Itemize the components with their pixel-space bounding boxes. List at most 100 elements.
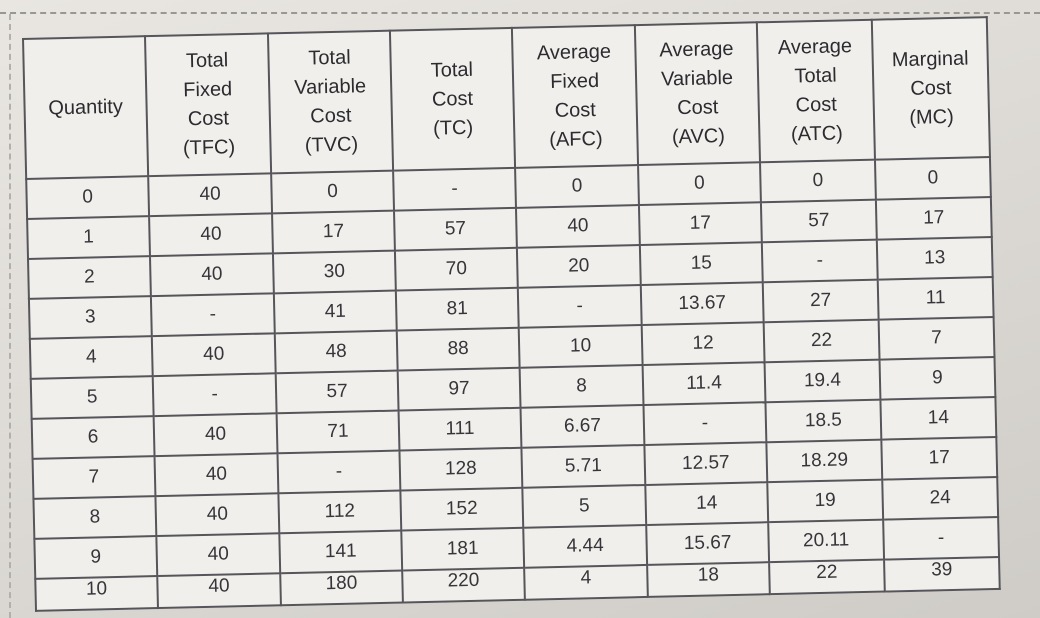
cell-afc: 40 <box>515 205 640 248</box>
cell-avc: 12.57 <box>644 442 768 485</box>
cell-tvc: - <box>277 450 401 494</box>
dashed-cut-line-top <box>0 12 1040 14</box>
cell-mc: - <box>883 516 1000 560</box>
cell-mc: 17 <box>881 436 998 480</box>
cell-tc: 181 <box>401 527 525 571</box>
cell-quantity: 3 <box>28 296 152 339</box>
cell-atc: 19 <box>767 479 884 523</box>
cell-tvc: 112 <box>278 490 402 534</box>
cell-tvc: 48 <box>274 330 398 374</box>
cell-quantity: 9 <box>34 536 158 579</box>
cell-tfc: 40 <box>151 333 276 377</box>
cell-afc: 10 <box>518 325 643 368</box>
cell-tvc: 0 <box>271 170 395 214</box>
cell-tc: - <box>393 167 516 211</box>
cell-afc: - <box>517 285 642 328</box>
cell-tfc: - <box>152 373 277 417</box>
cell-atc: 57 <box>760 199 877 243</box>
cell-mc: 17 <box>875 197 992 240</box>
cell-quantity: 5 <box>30 376 154 419</box>
cell-tvc: 17 <box>272 210 395 254</box>
cell-mc: 39 <box>884 556 1000 592</box>
cell-tc: 88 <box>396 327 520 371</box>
cell-atc: 20.11 <box>768 519 885 563</box>
cell-tfc: 40 <box>157 573 281 609</box>
cell-tc: 152 <box>400 487 524 531</box>
cell-quantity: 8 <box>33 496 157 539</box>
cell-afc: 20 <box>516 245 641 288</box>
cell-avc: 15 <box>639 242 763 286</box>
cell-mc: 7 <box>878 317 995 360</box>
cell-tfc: 40 <box>148 173 273 217</box>
cell-tc: 128 <box>399 447 523 491</box>
header-total-cost: Total Cost (TC) <box>389 27 516 171</box>
cell-quantity: 2 <box>28 256 151 299</box>
cell-atc: 18.5 <box>765 399 882 443</box>
cell-tfc: 40 <box>149 213 273 257</box>
cell-tc: 111 <box>398 407 522 451</box>
cell-tvc: 180 <box>280 570 403 606</box>
cell-afc: 5 <box>522 484 647 528</box>
cell-tvc: 141 <box>279 530 403 574</box>
cell-mc: 11 <box>877 277 994 320</box>
cell-quantity: 4 <box>29 336 153 379</box>
cell-atc: - <box>761 239 878 283</box>
cell-mc: 13 <box>876 237 993 280</box>
dashed-cut-line-left <box>9 14 11 618</box>
cell-avc: 14 <box>645 482 769 525</box>
cell-avc: 13.67 <box>640 282 764 326</box>
cell-afc: 0 <box>515 165 639 208</box>
cell-afc: 5.71 <box>521 444 646 488</box>
header-average-total-cost: Average Total Cost (ATC) <box>756 19 875 163</box>
header-average-fixed-cost: Average Fixed Cost (AFC) <box>511 25 639 168</box>
cell-atc: 18.29 <box>766 439 883 483</box>
cell-mc: 24 <box>882 476 999 520</box>
cell-afc: 8 <box>519 365 644 408</box>
cell-tc: 81 <box>395 287 519 331</box>
worksheet: Quantity Total Fixed Cost (TFC) Total Va… <box>22 16 1001 612</box>
cell-atc: 27 <box>762 279 879 323</box>
cell-quantity: 0 <box>26 176 150 219</box>
cell-quantity: 10 <box>35 576 158 611</box>
cell-mc: 9 <box>879 357 996 400</box>
cell-mc: 0 <box>874 157 991 200</box>
cell-avc: 17 <box>638 202 762 246</box>
cell-avc: - <box>643 402 767 445</box>
cell-avc: 15.67 <box>646 522 770 565</box>
cost-table: Quantity Total Fixed Cost (TFC) Total Va… <box>22 16 1001 612</box>
header-average-variable-cost: Average Variable Cost (AVC) <box>634 22 761 166</box>
cell-tfc: 40 <box>149 253 274 297</box>
cell-avc: 12 <box>641 322 765 366</box>
cell-afc: 4 <box>524 564 648 600</box>
cell-quantity: 6 <box>31 416 155 459</box>
header-quantity: Quantity <box>23 36 149 179</box>
cell-tvc: 71 <box>276 410 400 454</box>
cell-tfc: - <box>150 293 275 337</box>
cell-tfc: 40 <box>156 533 281 577</box>
cell-atc: 22 <box>769 559 885 595</box>
cell-tvc: 41 <box>273 290 397 334</box>
cell-tvc: 57 <box>275 370 399 414</box>
cell-tfc: 40 <box>154 453 279 497</box>
cell-atc: 19.4 <box>764 359 881 403</box>
cell-tc: 220 <box>402 567 525 603</box>
header-total-variable-cost: Total Variable Cost (TVC) <box>267 30 394 174</box>
header-marginal-cost: Marginal Cost (MC) <box>871 17 990 160</box>
cell-afc: 4.44 <box>523 524 648 568</box>
cell-atc: 22 <box>763 319 880 363</box>
cell-afc: 6.67 <box>520 404 645 448</box>
cell-tfc: 40 <box>155 493 280 537</box>
cell-avc: 0 <box>638 162 761 206</box>
header-total-fixed-cost: Total Fixed Cost (TFC) <box>144 33 272 177</box>
cell-tc: 70 <box>394 247 518 291</box>
cell-quantity: 1 <box>27 216 150 259</box>
cell-mc: 14 <box>880 397 997 440</box>
cell-quantity: 7 <box>32 456 156 499</box>
cell-tvc: 30 <box>272 250 396 294</box>
cell-tc: 57 <box>394 207 517 251</box>
cell-atc: 0 <box>760 159 876 203</box>
cell-avc: 18 <box>647 562 770 597</box>
cell-tc: 97 <box>397 367 521 411</box>
header-row: Quantity Total Fixed Cost (TFC) Total Va… <box>23 17 990 179</box>
cell-avc: 11.4 <box>642 362 766 405</box>
